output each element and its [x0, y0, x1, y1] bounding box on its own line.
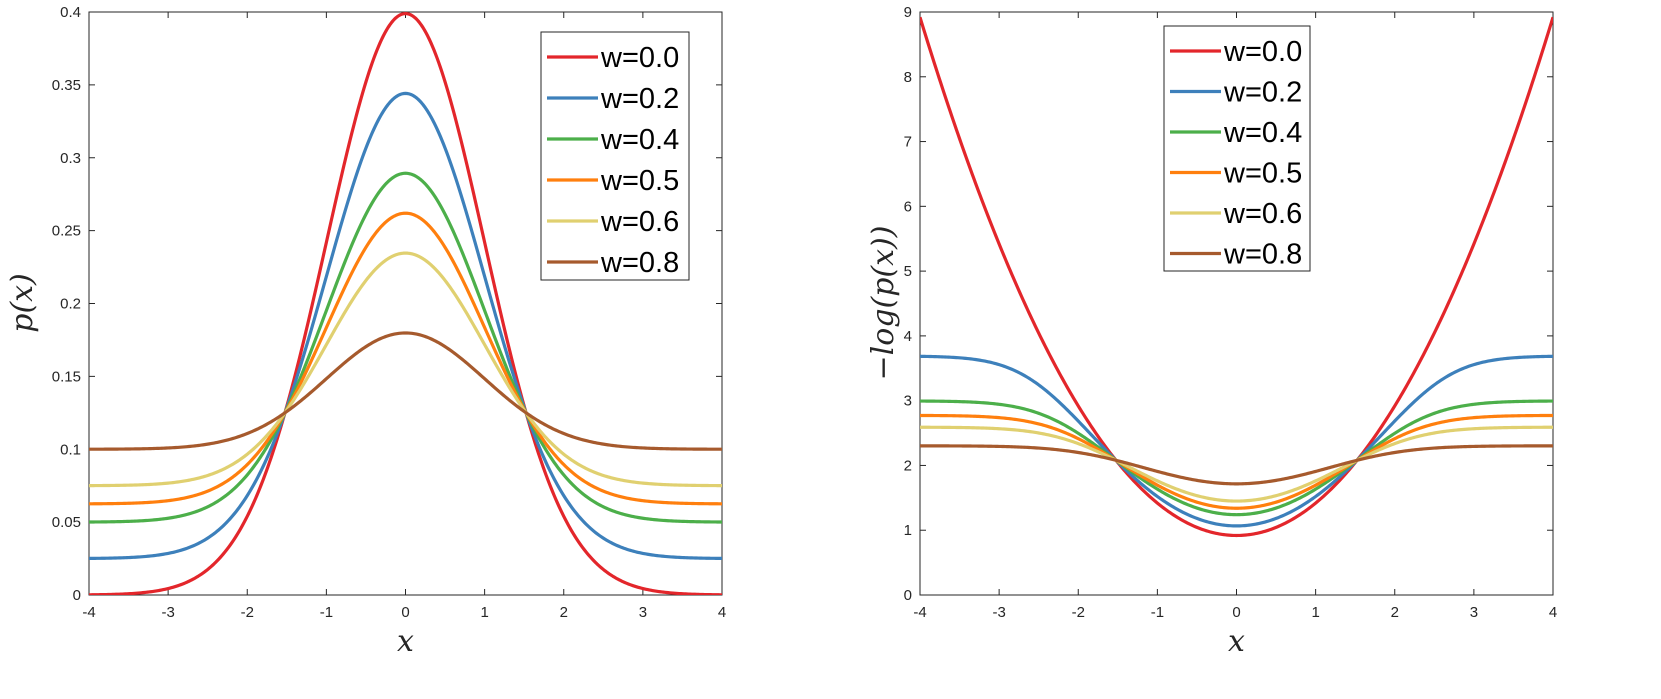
y-tick-label: 0.3 — [60, 150, 81, 167]
series-line-w-0-5 — [89, 211, 722, 506]
series-group — [89, 12, 722, 595]
legend-label: w=0.4 — [1223, 117, 1302, 149]
y-tick-label: 4 — [904, 328, 912, 345]
y-tick-label: 6 — [904, 198, 912, 215]
y-tick-label: 0 — [904, 587, 912, 604]
x-tick-label: 3 — [1470, 604, 1478, 621]
legend-label: w=0.2 — [600, 83, 679, 115]
legend-label: w=0.5 — [1223, 158, 1302, 190]
legend-label: w=0.2 — [1223, 77, 1302, 109]
legend-label: w=0.4 — [600, 124, 679, 156]
y-tick-label: 3 — [904, 393, 912, 410]
series-line-w-0-0 — [89, 12, 722, 595]
x-axis-label: x — [397, 624, 414, 659]
legend: w=0.0 w=0.2 w=0.4 w=0.5 w=0.6 w=0.8 — [540, 31, 690, 281]
x-tick-label: 0 — [401, 604, 409, 621]
legend-label: w=0.0 — [600, 42, 679, 74]
x-tick-label: 2 — [560, 604, 568, 621]
chart-right: -4 -3 -2 -1 0 1 2 3 40123456789x−log(p(x))w=0.0w… — [866, 4, 1557, 659]
y-tick-label: 0.35 — [52, 77, 81, 94]
x-tick-label: 1 — [1311, 604, 1319, 621]
legend-label: w=0.6 — [1223, 198, 1302, 230]
x-tick-label: -2 — [241, 604, 254, 621]
y-tick-label: 8 — [904, 69, 912, 86]
series-line-w-0-6 — [920, 425, 1553, 503]
y-tick-label: 7 — [904, 134, 912, 151]
legend-label: w=0.0 — [1223, 36, 1302, 68]
y-tick-label: 1 — [904, 522, 912, 539]
y-tick-label: 0 — [73, 587, 81, 604]
series-line-w-0-0 — [920, 16, 1553, 538]
y-tick-label: 0.05 — [52, 514, 81, 531]
x-tick-label: -3 — [992, 604, 1005, 621]
y-axis-label: −log(p(x)) — [866, 226, 901, 381]
x-tick-label: -4 — [913, 604, 926, 621]
y-tick-label: 0.15 — [52, 368, 81, 385]
x-tick-label: -2 — [1072, 604, 1085, 621]
x-tick-label: -4 — [82, 604, 95, 621]
x-tick-label: 4 — [1549, 604, 1557, 621]
x-tick-label: -1 — [1151, 604, 1164, 621]
y-tick-label: 0.25 — [52, 223, 81, 240]
y-tick-label: 2 — [904, 457, 912, 474]
x-axis-label: x — [1228, 624, 1245, 659]
y-tick-label: 5 — [904, 263, 912, 280]
series-line-w-0-8 — [920, 444, 1553, 486]
legend-label: w=0.8 — [1223, 239, 1302, 271]
series-line-w-0-2 — [89, 91, 722, 561]
series-line-w-0-4 — [89, 171, 722, 524]
legend: w=0.0 w=0.2 w=0.4 w=0.5 w=0.6 w=0.8 — [1163, 25, 1311, 272]
series-line-w-0-4 — [920, 399, 1553, 517]
legend-box — [1163, 25, 1311, 272]
x-tick-label: 3 — [639, 604, 647, 621]
series-line-w-0-8 — [89, 331, 722, 451]
y-tick-label: 0.1 — [60, 441, 81, 458]
legend-label: w=0.8 — [600, 247, 679, 279]
x-tick-label: 2 — [1391, 604, 1399, 621]
y-tick-label: 9 — [904, 4, 912, 21]
x-tick-label: 0 — [1232, 604, 1240, 621]
chart-left: -4 -3 -2 -1 0 1 2 3 4 0 0.05 0.1 0.15 0.2 0.25 0.3 0.35 0… — [5, 4, 726, 659]
series-group — [920, 16, 1553, 538]
y-axis-label: p(x) — [5, 273, 40, 333]
y-tick-label: 0.2 — [60, 296, 81, 313]
x-tick-label: -1 — [320, 604, 333, 621]
x-tick-label: 1 — [480, 604, 488, 621]
series-line-w-0-2 — [920, 354, 1553, 528]
x-tick-label: 4 — [718, 604, 726, 621]
legend-label: w=0.5 — [600, 165, 679, 197]
series-line-w-0-6 — [89, 251, 722, 488]
x-tick-label: -3 — [161, 604, 174, 621]
legend-label: w=0.6 — [600, 206, 679, 238]
y-tick-label: 0.4 — [60, 4, 81, 21]
series-line-w-0-5 — [920, 413, 1553, 510]
legend-box — [540, 31, 690, 281]
